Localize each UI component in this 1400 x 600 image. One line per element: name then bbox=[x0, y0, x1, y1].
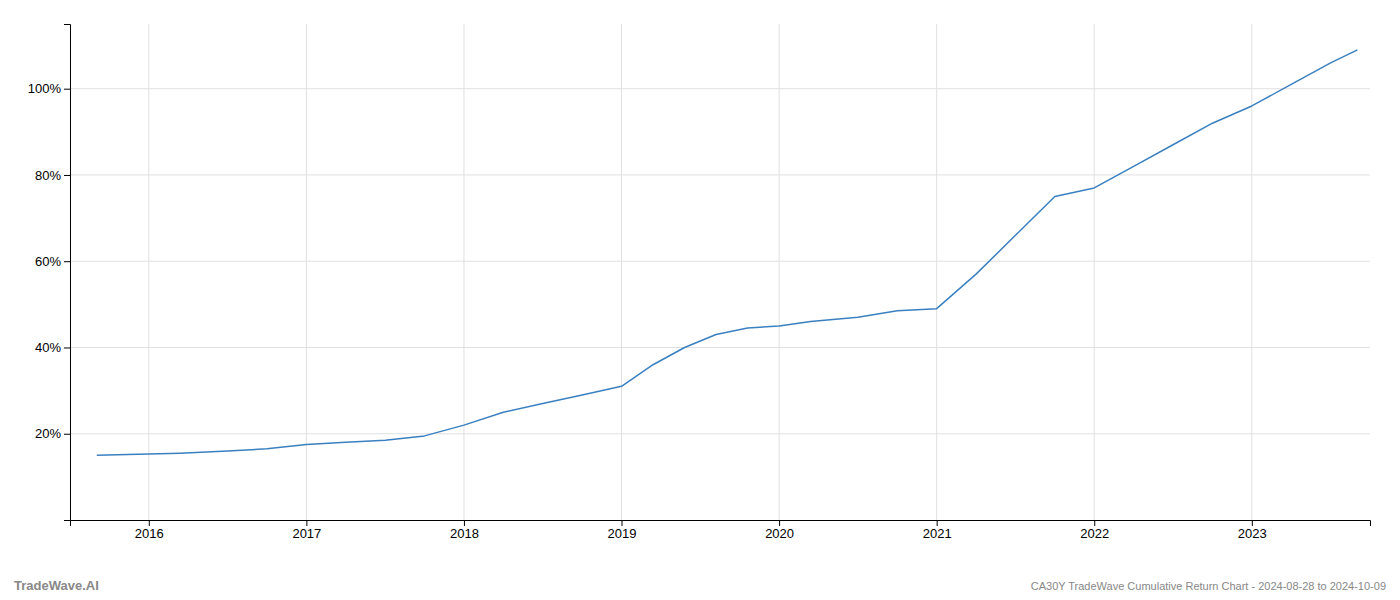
x-grid-line bbox=[936, 24, 937, 520]
y-axis-tick-label: 100% bbox=[28, 81, 62, 96]
x-axis-tick-label: 2021 bbox=[923, 526, 952, 541]
x-axis-tick-label: 2019 bbox=[608, 526, 637, 541]
y-axis-tick-mark bbox=[64, 261, 70, 262]
x-axis-tick: 2023 bbox=[1238, 520, 1267, 541]
x-grid-line bbox=[1251, 24, 1252, 520]
x-axis-tick: 2019 bbox=[608, 520, 637, 541]
y-axis-tick-mark bbox=[64, 434, 70, 435]
y-grid-line bbox=[70, 174, 1370, 175]
x-axis-tick-mark bbox=[622, 520, 623, 526]
x-grid-line bbox=[463, 24, 464, 520]
line bbox=[97, 50, 1358, 455]
chart: 2016 2017 2018 2019 2020 2021 2022 2023 20% 40% 60… bbox=[0, 0, 1400, 600]
y-axis-tick: 80% bbox=[35, 168, 70, 183]
x-axis-line bbox=[71, 521, 1371, 527]
x-axis-tick-mark bbox=[779, 520, 780, 526]
x-grid-line bbox=[1094, 24, 1095, 520]
plot-area bbox=[97, 50, 1358, 455]
x-axis-tick-label: 2017 bbox=[292, 526, 321, 541]
x-axis-tick-label: 2020 bbox=[765, 526, 794, 541]
y-grid-line bbox=[70, 433, 1370, 434]
x-axis-tick-mark bbox=[937, 520, 938, 526]
x-axis-tick-label: 2022 bbox=[1080, 526, 1109, 541]
y-axis-tick-label: 60% bbox=[35, 254, 61, 269]
y-axis-tick-label: 80% bbox=[35, 168, 61, 183]
y-axis-tick: 40% bbox=[35, 340, 70, 355]
y-grid-line bbox=[70, 88, 1370, 89]
y-axis-tick: 20% bbox=[35, 426, 70, 441]
y-grid-line bbox=[70, 347, 1370, 348]
x-grid-line bbox=[621, 24, 622, 520]
x-axis-tick-mark bbox=[149, 520, 150, 526]
x-axis-tick-mark bbox=[306, 520, 307, 526]
x-axis-tick-label: 2023 bbox=[1238, 526, 1267, 541]
x-axis-tick: 2021 bbox=[923, 520, 952, 541]
x-axis-tick-label: 2018 bbox=[450, 526, 479, 541]
x-axis-tick: 2022 bbox=[1080, 520, 1109, 541]
x-axis-tick-label: 2016 bbox=[135, 526, 164, 541]
y-axis-tick-label: 20% bbox=[35, 426, 61, 441]
watermark: TradeWave.AI bbox=[14, 578, 99, 593]
x-axis-tick-mark bbox=[464, 520, 465, 526]
x-grid-line bbox=[148, 24, 149, 520]
title: CA30Y TradeWave Cumulative Return Chart … bbox=[1031, 580, 1386, 592]
grid bbox=[70, 24, 1370, 520]
y-axis-tick-label: 40% bbox=[35, 340, 61, 355]
y-axis: 20% 40% 60% 80% 100% bbox=[28, 25, 71, 521]
y-grid-line bbox=[70, 261, 1370, 262]
x-axis-tick-mark bbox=[1094, 520, 1095, 526]
y-axis-tick: 100% bbox=[28, 81, 70, 96]
y-axis-line bbox=[64, 25, 71, 521]
y-axis-tick-mark bbox=[64, 89, 70, 90]
x-axis-tick: 2016 bbox=[135, 520, 164, 541]
x-axis-tick: 2020 bbox=[765, 520, 794, 541]
x-axis: 2016 2017 2018 2019 2020 2021 2022 2023 bbox=[71, 520, 1371, 541]
x-axis-tick-mark bbox=[1252, 520, 1253, 526]
y-axis-tick-mark bbox=[64, 175, 70, 176]
x-axis-tick: 2018 bbox=[450, 520, 479, 541]
x-grid-line bbox=[779, 24, 780, 520]
x-axis-tick: 2017 bbox=[292, 520, 321, 541]
x-grid-line bbox=[306, 24, 307, 520]
y-axis-tick: 60% bbox=[35, 254, 70, 269]
y-axis-tick-mark bbox=[64, 347, 70, 348]
